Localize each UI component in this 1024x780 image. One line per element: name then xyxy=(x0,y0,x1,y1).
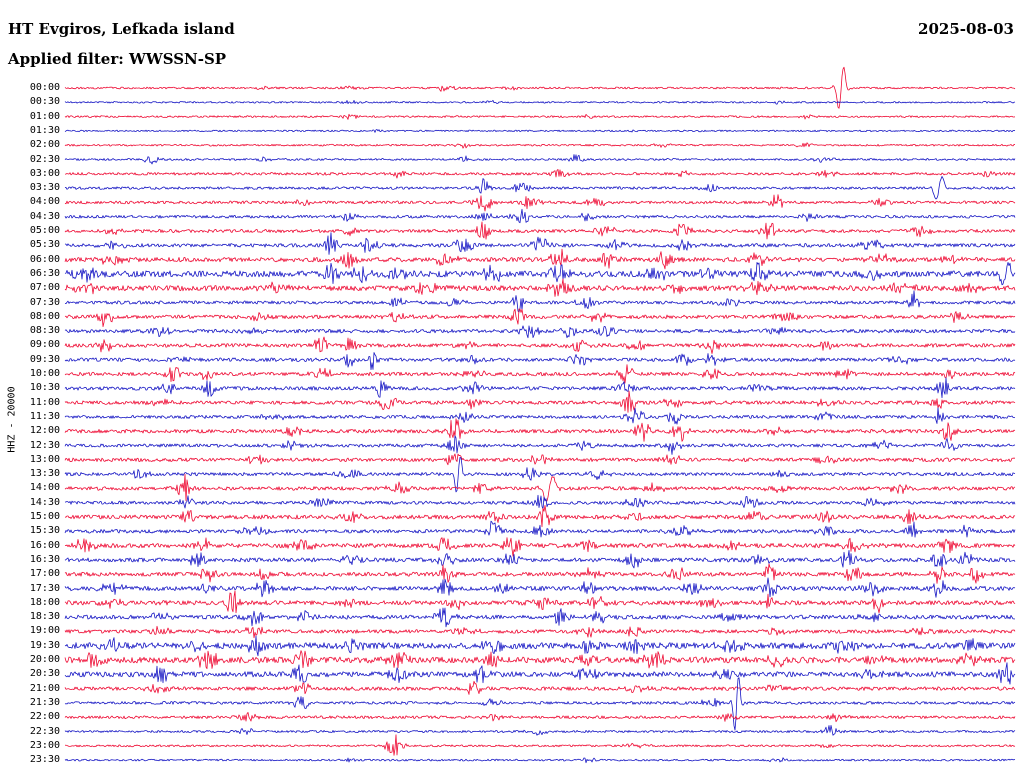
time-label: 04:00 xyxy=(29,196,60,208)
time-label: 03:00 xyxy=(29,167,60,179)
time-label: 18:30 xyxy=(29,611,60,623)
time-label: 19:30 xyxy=(29,639,60,651)
time-label: 19:00 xyxy=(29,625,60,637)
time-label: 09:30 xyxy=(29,353,60,365)
time-label: 13:00 xyxy=(29,453,60,465)
time-label: 08:00 xyxy=(29,310,60,322)
time-label: 12:00 xyxy=(29,425,60,437)
time-label: 11:00 xyxy=(29,396,60,408)
time-label: 06:30 xyxy=(29,267,60,279)
time-label: 07:30 xyxy=(29,296,60,308)
time-label: 14:00 xyxy=(29,482,60,494)
time-label: 17:30 xyxy=(29,582,60,594)
time-label: 21:00 xyxy=(29,682,60,694)
time-label: 22:30 xyxy=(29,725,60,737)
time-label: 01:00 xyxy=(29,110,60,122)
time-label: 05:00 xyxy=(29,225,60,236)
date-label: 2025-08-03 xyxy=(918,20,1014,38)
time-label: 16:30 xyxy=(29,553,60,565)
time-label: 17:00 xyxy=(29,568,60,580)
time-label: 09:00 xyxy=(29,339,60,351)
filter-label: Applied filter: WWSSN-SP xyxy=(8,50,227,68)
time-label: 21:30 xyxy=(29,696,60,708)
time-label: 06:00 xyxy=(29,253,60,265)
time-label: 00:30 xyxy=(29,96,60,108)
time-label: 00:00 xyxy=(29,82,60,93)
time-label: 10:30 xyxy=(29,382,60,394)
time-label: 11:30 xyxy=(29,410,60,422)
time-label: 04:30 xyxy=(29,210,60,222)
time-label: 02:00 xyxy=(29,139,60,151)
time-label: 08:30 xyxy=(29,325,60,337)
time-label: 07:00 xyxy=(29,282,60,294)
time-label: 22:00 xyxy=(29,711,60,723)
time-label: 03:30 xyxy=(29,182,60,194)
time-label: 05:30 xyxy=(29,239,60,251)
time-label: 18:00 xyxy=(29,596,60,608)
time-label: 02:30 xyxy=(29,153,60,165)
time-label: 20:00 xyxy=(29,654,60,665)
time-label: 20:30 xyxy=(29,668,60,680)
time-label: 12:30 xyxy=(29,439,60,451)
station-title: HT Evgiros, Lefkada island xyxy=(8,20,235,38)
time-label: 15:00 xyxy=(29,511,60,522)
time-label: 16:00 xyxy=(29,539,60,551)
amplitude-scale-label: HHZ - 20000 xyxy=(6,386,18,453)
time-label: 23:30 xyxy=(29,754,60,766)
time-label: 13:30 xyxy=(29,468,60,480)
time-label: 15:30 xyxy=(29,525,60,537)
time-label: 10:00 xyxy=(29,368,60,379)
time-label: 23:00 xyxy=(29,739,60,751)
time-label: 01:30 xyxy=(29,124,60,136)
time-label: 14:30 xyxy=(29,496,60,508)
